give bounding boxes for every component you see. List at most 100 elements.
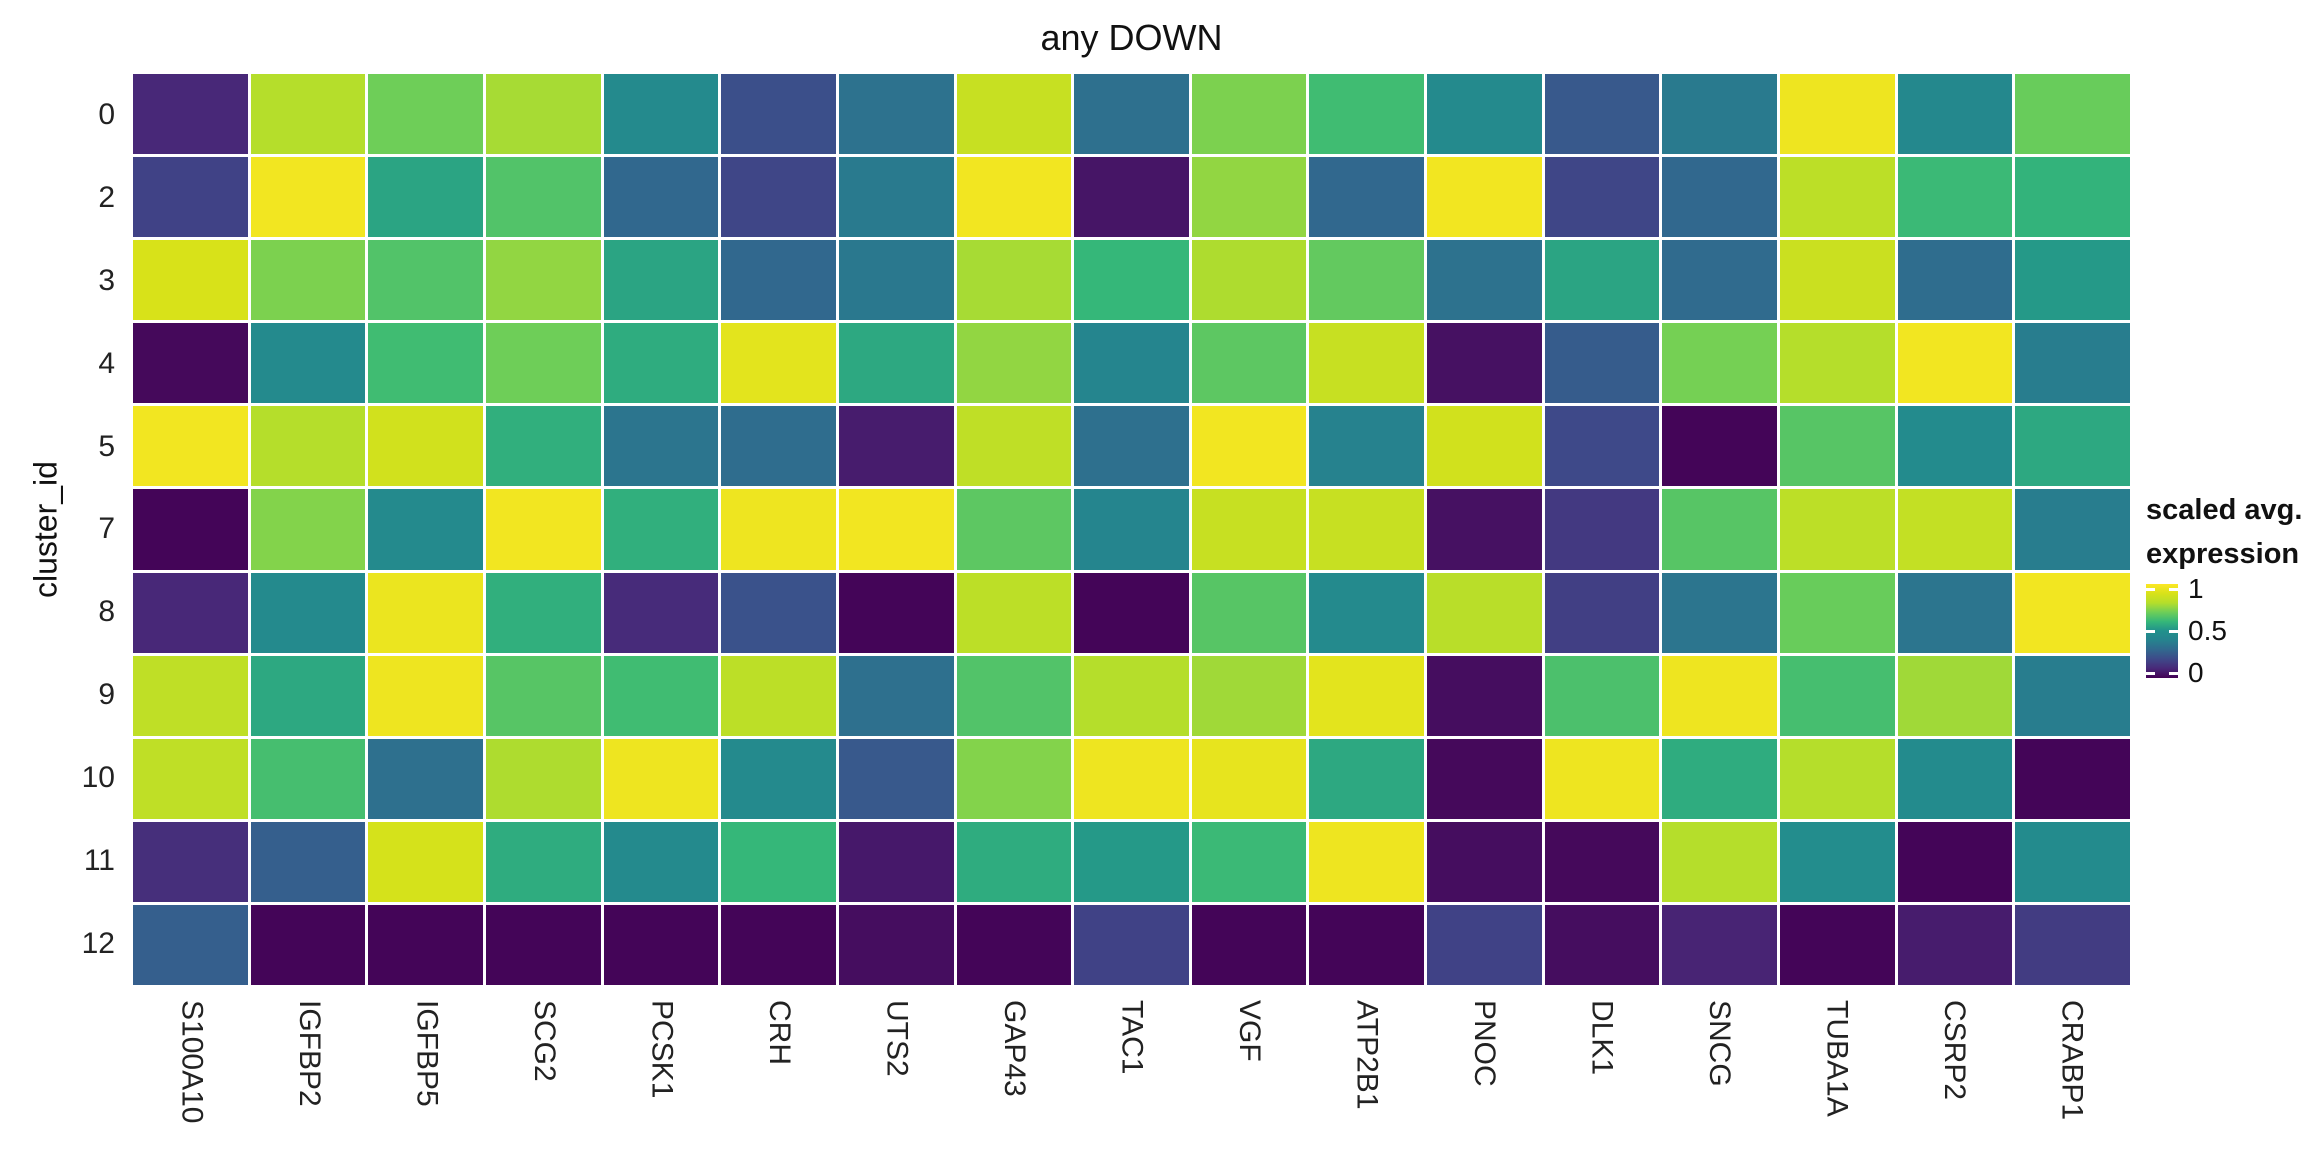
heatmap-cell — [133, 74, 248, 155]
heatmap-cell — [1309, 572, 1425, 653]
heatmap-cell — [956, 489, 1072, 570]
heatmap-cell — [1074, 157, 1189, 238]
heatmap-cell — [1544, 489, 1660, 570]
heatmap-cell — [1191, 74, 1307, 155]
heatmap-cell — [721, 406, 836, 487]
x-tick-label: GAP43 — [998, 1000, 1032, 1097]
heatmap-cell — [1309, 406, 1425, 487]
heatmap-cell — [1309, 157, 1425, 238]
heatmap-cell — [250, 821, 366, 902]
heatmap-cell — [603, 572, 719, 653]
heatmap-cell — [250, 655, 366, 736]
heatmap-cell — [250, 406, 366, 487]
heatmap-cell — [1427, 655, 1542, 736]
heatmap-cell — [838, 323, 954, 404]
heatmap-cell — [838, 406, 954, 487]
heatmap-cell — [133, 655, 248, 736]
heatmap-cell — [1897, 323, 2013, 404]
heatmap-cell — [603, 821, 719, 902]
x-tick-label: CSRP2 — [1937, 1000, 1971, 1101]
heatmap-cell — [956, 74, 1072, 155]
y-tick-label: 3 — [98, 264, 115, 298]
heatmap-cell — [1309, 655, 1425, 736]
heatmap-cell — [603, 655, 719, 736]
y-tick-label: 4 — [98, 346, 115, 380]
heatmap-cell — [1544, 406, 1660, 487]
heatmap-cell — [1074, 738, 1189, 819]
legend-tick-dash — [2146, 588, 2155, 591]
legend-tick-label: 1 — [2188, 573, 2204, 604]
heatmap-cell — [1191, 738, 1307, 819]
heatmap-cell — [1427, 738, 1542, 819]
heatmap-cell — [956, 157, 1072, 238]
heatmap-grid — [133, 74, 2130, 985]
heatmap-cell — [721, 489, 836, 570]
heatmap-cell — [2015, 655, 2130, 736]
heatmap-cell — [1427, 821, 1542, 902]
x-tick-label: VGF — [1232, 1000, 1266, 1062]
heatmap-cell — [1780, 904, 1895, 985]
heatmap-cell — [1544, 821, 1660, 902]
heatmap-cell — [721, 74, 836, 155]
legend-tick-label: 0 — [2188, 657, 2204, 688]
heatmap-cell — [1662, 572, 1778, 653]
x-tick-label: PNOC — [1467, 1000, 1501, 1087]
heatmap-cell — [838, 572, 954, 653]
y-tick-label: 10 — [81, 760, 115, 794]
heatmap-cell — [1544, 904, 1660, 985]
heatmap-cell — [133, 240, 248, 321]
heatmap-cell — [1897, 489, 2013, 570]
heatmap-cell — [1074, 323, 1189, 404]
heatmap-cell — [368, 74, 483, 155]
heatmap-cell — [1544, 738, 1660, 819]
heatmap-cell — [1309, 904, 1425, 985]
heatmap-cell — [838, 489, 954, 570]
heatmap-cell — [1662, 406, 1778, 487]
heatmap-cell — [485, 904, 601, 985]
heatmap-cell — [1191, 406, 1307, 487]
heatmap-cell — [1662, 157, 1778, 238]
heatmap-cell — [250, 240, 366, 321]
heatmap-cell — [250, 904, 366, 985]
y-tick-label: 11 — [83, 843, 115, 877]
heatmap-cell — [485, 240, 601, 321]
heatmap-cell — [2015, 489, 2130, 570]
heatmap-cell — [1074, 821, 1189, 902]
heatmap-cell — [1074, 240, 1189, 321]
heatmap-cell — [1191, 489, 1307, 570]
x-tick-label: CRH — [763, 1000, 797, 1065]
heatmap-cell — [2015, 572, 2130, 653]
heatmap-cell — [1897, 821, 2013, 902]
heatmap-cell — [250, 157, 366, 238]
heatmap-cell — [956, 572, 1072, 653]
heatmap-cell — [1544, 240, 1660, 321]
heatmap-cell — [485, 489, 601, 570]
heatmap-cell — [1780, 157, 1895, 238]
heatmap-cell — [1780, 240, 1895, 321]
heatmap-cell — [956, 738, 1072, 819]
heatmap-cell — [368, 157, 483, 238]
heatmap-cell — [133, 323, 248, 404]
heatmap-cell — [133, 904, 248, 985]
heatmap-cell — [721, 240, 836, 321]
heatmap-cell — [368, 323, 483, 404]
heatmap-cell — [1544, 323, 1660, 404]
x-tick-label: IGFBP5 — [410, 1000, 444, 1107]
heatmap-cell — [1074, 489, 1189, 570]
heatmap-cell — [485, 406, 601, 487]
chart-title: any DOWN — [1040, 17, 1223, 58]
x-tick-label: SCG2 — [528, 1000, 562, 1082]
heatmap-cell — [1309, 489, 1425, 570]
heatmap-cell — [1191, 904, 1307, 985]
x-tick-label: SNCG — [1702, 1000, 1736, 1087]
x-tick-label: CRABP1 — [2055, 1000, 2089, 1121]
heatmap-cell — [956, 323, 1072, 404]
heatmap-cell — [1662, 240, 1778, 321]
heatmap-cell — [1662, 655, 1778, 736]
heatmap-cell — [1662, 323, 1778, 404]
heatmap-cell — [2015, 904, 2130, 985]
heatmap-cell — [1309, 738, 1425, 819]
heatmap-cell — [250, 489, 366, 570]
heatmap-cell — [721, 821, 836, 902]
y-tick-label: 7 — [98, 512, 115, 546]
